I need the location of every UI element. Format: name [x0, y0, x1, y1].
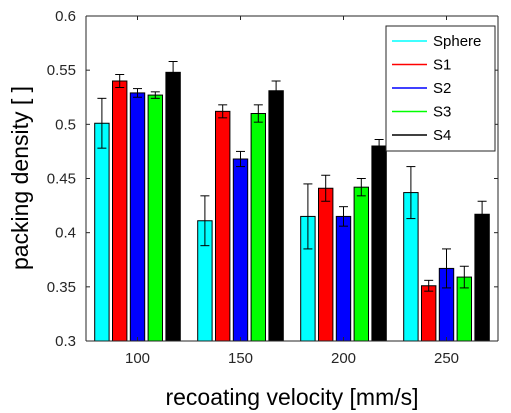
error-bar-s3-150 [253, 104, 263, 123]
bar-s3-200 [353, 186, 370, 342]
error-bar-sphere-150 [200, 195, 210, 247]
legend-item-s2: S2 [392, 80, 451, 97]
y-tick-label: 0.4 [55, 225, 76, 242]
y-axis-label: packing density [ ] [7, 86, 33, 270]
error-bar-s2-150 [236, 150, 245, 168]
x-ticks: 100 150 200 250 [125, 16, 459, 367]
legend-item-s1: S1 [392, 57, 451, 74]
bar-s4-150 [268, 90, 284, 342]
legend: Sphere S1 S2 S3 S4 [385, 25, 496, 152]
y-tick-label: 0.6 [55, 8, 76, 25]
y-tick-label: 0.45 [47, 171, 76, 188]
error-bar-s1-150 [218, 104, 228, 119]
y-tick-label: 0.3 [55, 333, 76, 350]
legend-item-s4: S4 [392, 127, 451, 144]
x-tick-label: 200 [331, 350, 356, 367]
bar-s1-200 [318, 187, 334, 342]
bar-s1-150 [215, 110, 231, 342]
error-bar-sphere-200 [303, 183, 313, 250]
legend-label: S1 [433, 57, 451, 74]
y-tick-label: 0.35 [47, 279, 76, 296]
error-bar-s2-250 [442, 248, 451, 289]
bar-s1-250 [421, 285, 437, 342]
error-bar-s4-100 [168, 61, 178, 84]
bar-s1-100 [112, 80, 128, 342]
bar-s4-200 [371, 145, 387, 342]
x-tick-label: 250 [434, 350, 459, 367]
bar-sphere-100 [94, 122, 110, 342]
y-ticks: 0.3 0.35 0.4 0.45 0.5 0.55 0.6 [47, 8, 498, 350]
error-bar-s1-250 [424, 279, 434, 292]
legend-item-s3: S3 [392, 104, 451, 121]
bar-s4-250 [474, 213, 490, 342]
error-bar-sphere-100 [97, 97, 107, 149]
legend-label: S3 [433, 104, 451, 121]
error-bar-s1-200 [321, 174, 331, 202]
legend-item-sphere: Sphere [392, 33, 481, 50]
bar-s2-200 [335, 215, 352, 342]
x-tick-label: 100 [125, 350, 150, 367]
error-bar-s3-250 [459, 265, 469, 289]
y-tick-label: 0.55 [47, 62, 76, 79]
bar-s3-150 [250, 113, 267, 342]
error-bar-s4-150 [271, 80, 281, 101]
y-tick-label: 0.5 [55, 116, 76, 133]
error-bar-s4-250 [477, 200, 487, 228]
bar-s2-150 [232, 158, 249, 342]
legend-label: Sphere [433, 33, 481, 50]
x-axis-label: recoating velocity [mm/s] [165, 384, 418, 410]
legend-label: S2 [433, 80, 451, 97]
error-bar-s2-100 [133, 88, 142, 98]
error-bars-layer [97, 61, 487, 292]
legend-label: S4 [433, 127, 451, 144]
error-bar-s2-200 [339, 206, 348, 227]
bars-layer [94, 71, 490, 342]
error-bar-s3-200 [356, 178, 366, 197]
error-bar-s4-200 [374, 139, 384, 153]
bar-s3-100 [147, 94, 164, 342]
error-bar-s1-100 [115, 74, 125, 88]
error-bar-s3-100 [150, 91, 160, 99]
x-tick-label: 150 [228, 350, 253, 367]
bar-s4-100 [165, 71, 181, 342]
bar-s2-100 [129, 92, 146, 342]
error-bar-sphere-250 [406, 166, 416, 220]
